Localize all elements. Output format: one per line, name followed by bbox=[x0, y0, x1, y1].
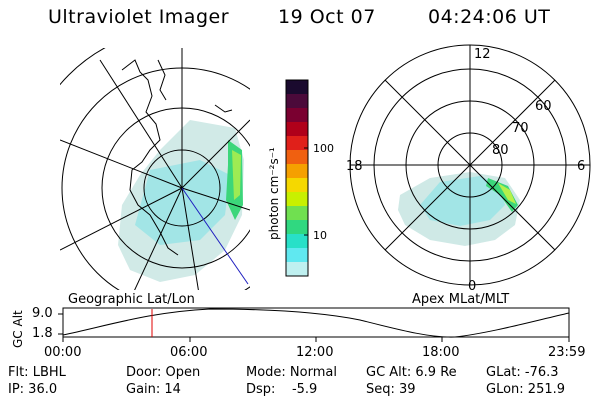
altitude-xtick-1800: 18:00 bbox=[422, 345, 460, 360]
apex-mlt-label-0: 0 bbox=[468, 279, 476, 294]
altitude-xtick-1200: 12:00 bbox=[296, 345, 334, 360]
altitude-curve bbox=[62, 308, 570, 338]
apex-lat-label-80: 80 bbox=[492, 143, 509, 158]
colorbar-segment bbox=[286, 248, 308, 263]
colorbar-segment bbox=[286, 220, 308, 235]
colorbar-tick-100: 100 bbox=[313, 142, 334, 155]
info-dsp: Dsp: -5.9 bbox=[246, 382, 318, 397]
apex-mlt-label-18: 18 bbox=[346, 159, 363, 174]
colorbar-segment bbox=[286, 206, 308, 221]
colorbar-segment bbox=[286, 262, 308, 277]
info-door: Door: Open bbox=[126, 365, 201, 380]
apex-polar-plot bbox=[349, 44, 591, 286]
altitude-xtick-0000: 00:00 bbox=[44, 345, 82, 360]
apex-lat-label-70: 70 bbox=[512, 121, 529, 136]
info-ip: IP: 36.0 bbox=[8, 382, 58, 397]
altitude-ylabel: GC Alt bbox=[11, 310, 25, 348]
time-label: 04:24:06 UT bbox=[428, 6, 551, 28]
date-label: 19 Oct 07 bbox=[278, 6, 376, 28]
info-gain: Gain: 14 bbox=[126, 382, 181, 397]
colorbar-tick-10: 10 bbox=[313, 229, 327, 242]
colorbar-segment bbox=[286, 136, 308, 151]
colorbar-segment bbox=[286, 108, 308, 123]
apex-panel-label: Apex MLat/MLT bbox=[412, 292, 510, 307]
altitude-xtick-0600: 06:00 bbox=[170, 345, 208, 360]
colorbar-segment bbox=[286, 178, 308, 193]
geographic-panel-label: Geographic Lat/Lon bbox=[68, 292, 195, 307]
altitude-ytick-1-8: 1.8 bbox=[32, 326, 53, 341]
colorbar-label: photon cm⁻²s⁻¹ bbox=[267, 147, 281, 240]
info-glat: GLat: -76.3 bbox=[486, 365, 559, 380]
altitude-ytick-9: 9.0 bbox=[32, 306, 53, 321]
colorbar-segment bbox=[286, 234, 308, 249]
apex-mlt-label-12: 12 bbox=[474, 47, 491, 62]
info-glon: GLon: 251.9 bbox=[486, 382, 566, 397]
coastline bbox=[121, 59, 179, 256]
info-mode: Mode: Normal bbox=[246, 365, 337, 380]
altitude-xtick-2359: 23:59 bbox=[548, 345, 586, 360]
info-filter: Flt: LBHL bbox=[8, 365, 66, 380]
colorbar-segment bbox=[286, 80, 308, 95]
colorbar-segment bbox=[286, 192, 308, 207]
instrument-title: Ultraviolet Imager bbox=[48, 6, 230, 28]
geographic-map bbox=[60, 48, 250, 290]
colorbar-segment bbox=[286, 122, 308, 137]
altitude-plot-frame bbox=[62, 307, 570, 338]
colorbar-segment bbox=[286, 164, 308, 179]
colorbar bbox=[286, 80, 308, 277]
apex-mlt-label-6: 6 bbox=[577, 159, 585, 174]
info-seq: Seq: 39 bbox=[366, 382, 416, 397]
colorbar-segment bbox=[286, 150, 308, 165]
info-gc-alt: GC Alt: 6.9 Re bbox=[366, 365, 457, 380]
colorbar-segment bbox=[286, 94, 308, 109]
apex-lat-label-60: 60 bbox=[535, 99, 552, 114]
